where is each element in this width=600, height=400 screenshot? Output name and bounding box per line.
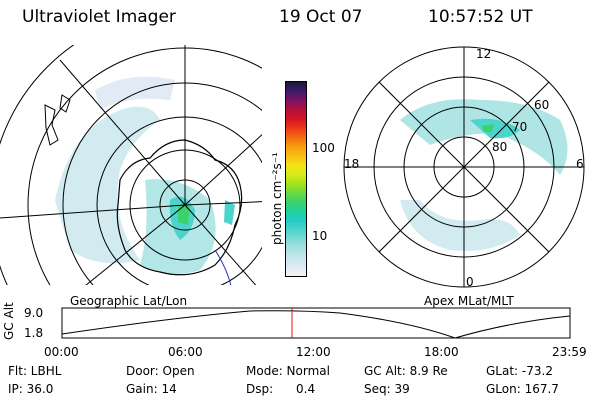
altitude-ytick-min: 1.8 <box>24 326 44 340</box>
mlt-12-label: 12 <box>476 47 492 61</box>
instrument-title: Ultraviolet Imager <box>22 7 176 27</box>
time-tick-2359: 23:59 <box>552 345 587 359</box>
ip-info: IP: 36.0 <box>8 382 54 396</box>
gc-altitude-info: GC Alt: 8.9 Re <box>364 364 448 378</box>
geographic-map-label: Geographic Lat/Lon <box>70 294 188 308</box>
door-info: Door: Open <box>126 364 195 378</box>
gain-info: Gain: 14 <box>126 382 177 396</box>
time-tick-0600: 06:00 <box>168 345 203 359</box>
mlat-80-label: 80 <box>492 140 508 154</box>
dsp-info: Dsp: 0.4 <box>246 382 316 396</box>
geographic-lon-info: GLon: 167.7 <box>486 382 559 396</box>
time-tick-0000: 00:00 <box>44 345 79 359</box>
altitude-ylabel: GC Alt <box>2 302 16 340</box>
mlt-18-label: 18 <box>344 157 360 171</box>
colorbar-tick-100: 100 <box>312 141 335 155</box>
mlat-70-label: 70 <box>512 120 528 134</box>
time-label: 10:57:52 UT <box>428 7 533 27</box>
sequence-info: Seq: 39 <box>364 382 410 396</box>
mlt-0-label: 0 <box>466 275 474 289</box>
filter-info: Flt: LBHL <box>8 364 62 378</box>
time-tick-1200: 12:00 <box>296 345 331 359</box>
colorbar <box>285 81 307 277</box>
geographic-lat-info: GLat: -73.2 <box>486 364 553 378</box>
mlat-60-label: 60 <box>534 98 550 112</box>
time-tick-1800: 18:00 <box>424 345 459 359</box>
colorbar-tick-10: 10 <box>312 229 328 243</box>
date-label: 19 Oct 07 <box>279 7 363 27</box>
altitude-ytick-max: 9.0 <box>24 306 44 320</box>
magnetic-map-label: Apex MLat/MLT <box>424 294 514 308</box>
mode-info: Mode: Normal <box>246 364 330 378</box>
mlt-6-label: 6 <box>576 157 584 171</box>
